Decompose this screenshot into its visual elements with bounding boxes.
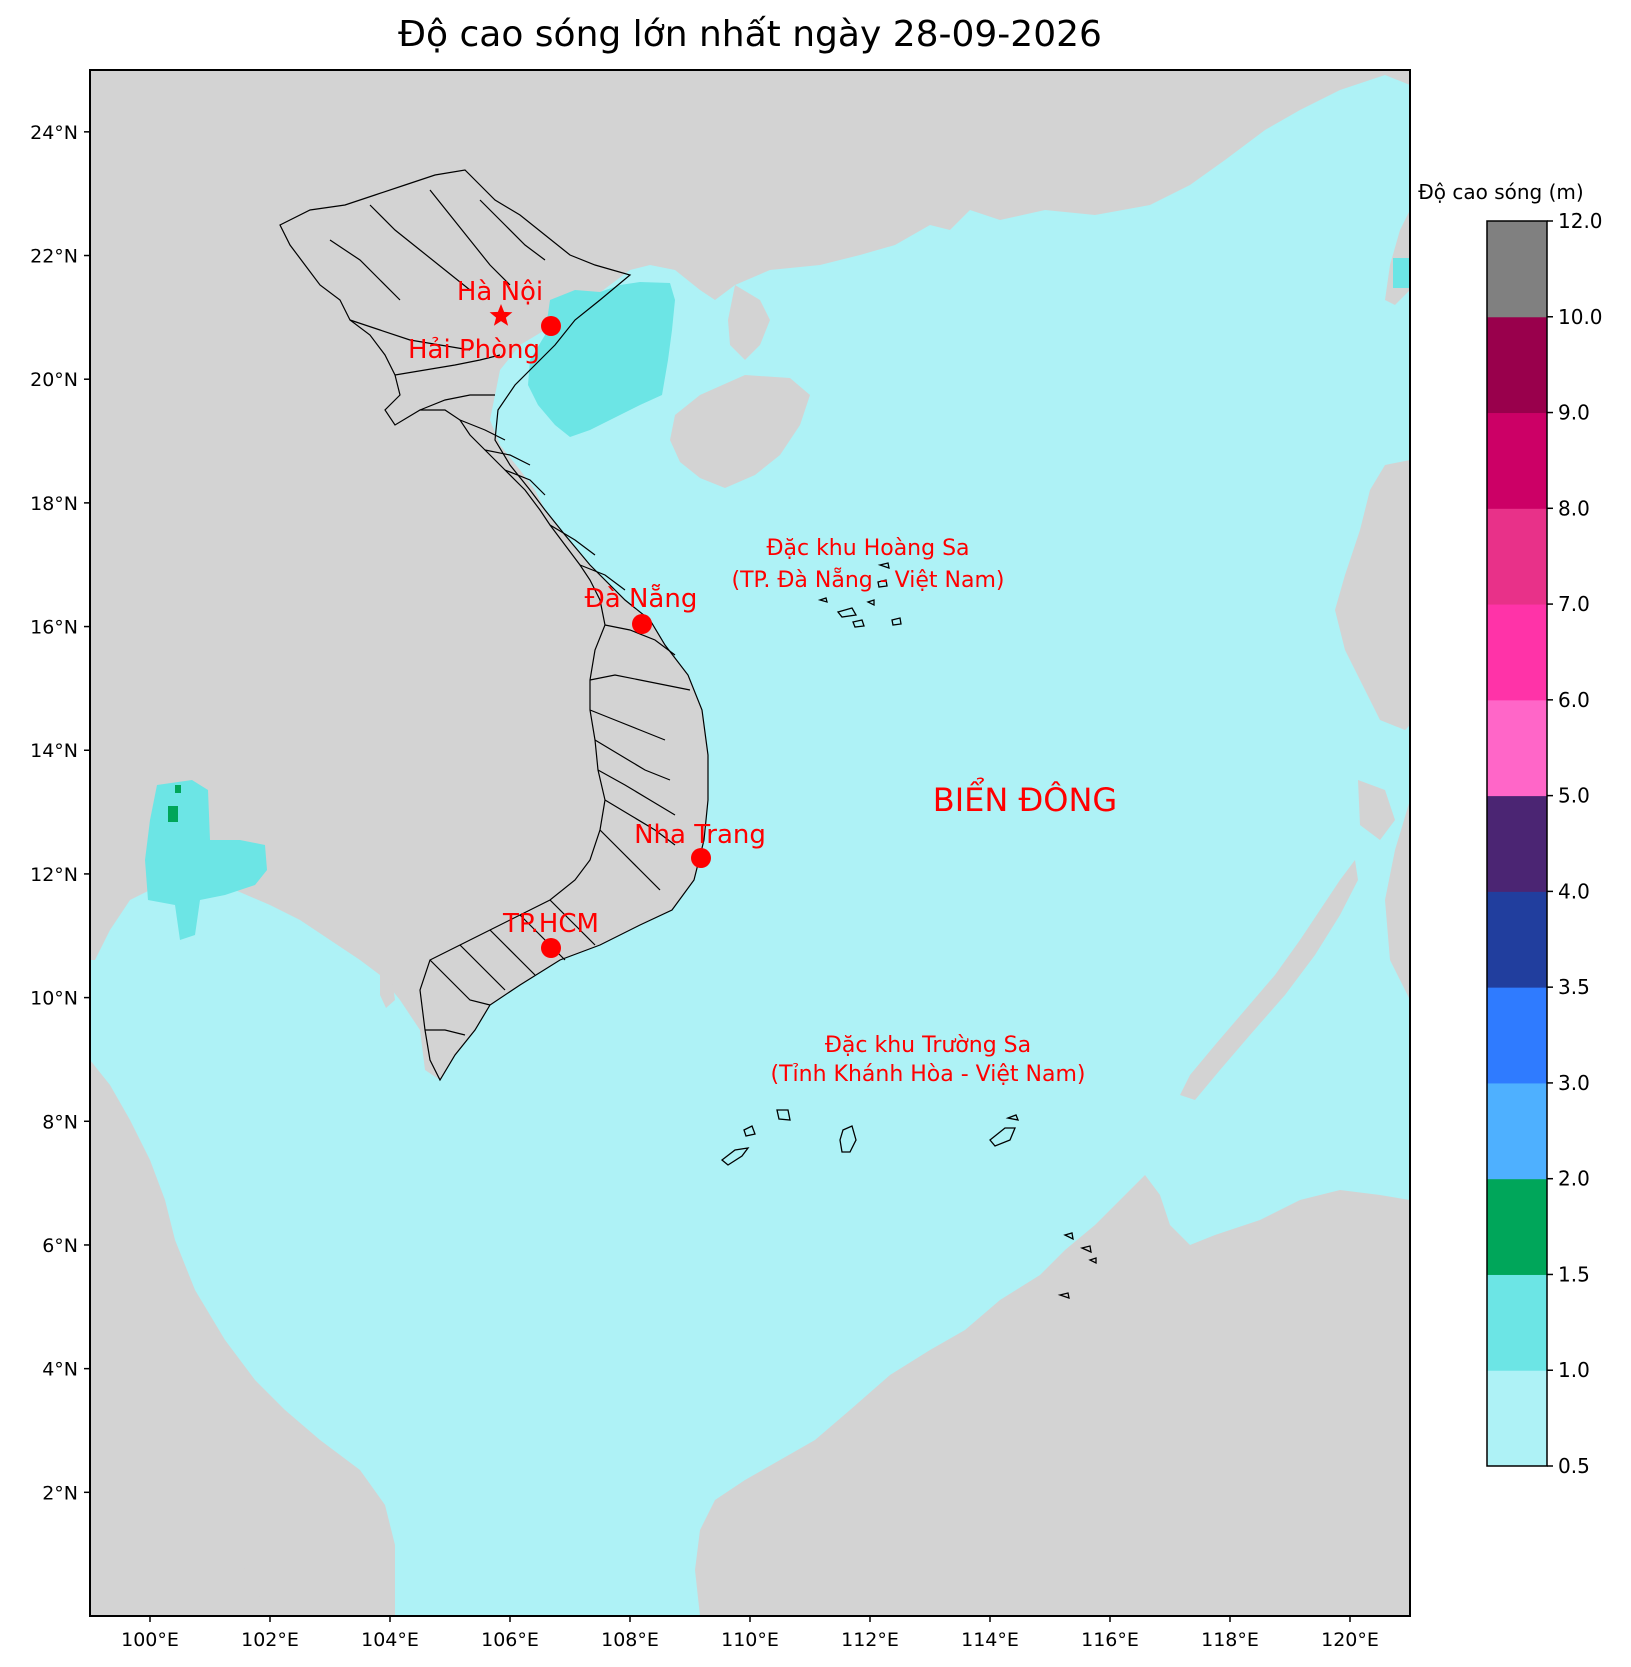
city-label-hanoi: Hà Nội: [457, 277, 543, 307]
city-label-haiphong: Hải Phòng: [408, 335, 540, 365]
colorbar-tick-label: 5.0: [1558, 784, 1590, 808]
lon-tick-label: 114°E: [961, 1629, 1019, 1651]
lon-tick-label: 104°E: [361, 1629, 419, 1651]
colorbar-bin: [1487, 412, 1547, 509]
lon-tick-label: 116°E: [1081, 1629, 1139, 1651]
land-leizhou: [728, 285, 770, 360]
lon-tick-label: 120°E: [1321, 1629, 1379, 1651]
lat-tick-label: 22°N: [30, 246, 78, 268]
colorbar-tick-label: 1.5: [1558, 1262, 1590, 1286]
city-label-nhatrang: Nha Trang: [634, 820, 766, 850]
region-annotations: Đặc khu Hoàng Sa (TP. Đà Nẵng - Việt Nam…: [732, 536, 1118, 1087]
latitude-ticks: 24°N 22°N 20°N 18°N 16°N 14°N 12°N 10°N 8°N 6°N 4°…: [30, 122, 90, 1504]
lat-tick-label: 18°N: [30, 493, 78, 515]
lat-tick-label: 20°N: [30, 369, 78, 391]
land-palawan: [1180, 860, 1358, 1100]
colorbar-tick-label: 3.5: [1558, 975, 1590, 999]
colorbar-frame: [1486, 220, 1548, 1467]
colorbar-bin: [1487, 508, 1547, 605]
colorbar-tick-label: 6.0: [1558, 688, 1590, 712]
hcm-marker: [541, 938, 561, 958]
colorbar-tick-label: 7.0: [1558, 592, 1590, 616]
city-label-hcm: TP.HCM: [502, 909, 599, 939]
lon-tick-label: 106°E: [481, 1629, 539, 1651]
danang-marker: [632, 614, 652, 634]
hoang-sa-islands: [817, 562, 902, 628]
colorbar-bin: [1487, 891, 1547, 988]
lon-tick-label: 110°E: [721, 1629, 779, 1651]
land-visayas: [1385, 800, 1410, 1000]
hoang-sa-label-line1: Đặc khu Hoàng Sa: [766, 536, 969, 561]
colorbar-tick-label: 10.0: [1558, 305, 1603, 329]
colorbar-ticks: 0.5 1.0 1.5 2.0 3.0 3.5 4.0 5.0 6.0 7.0 8.0 9.0 10.0…: [1547, 209, 1603, 1478]
wave-patch-taiwan-strait: [1393, 258, 1410, 288]
lat-tick-label: 14°N: [30, 740, 78, 762]
colorbar-tick-label: 8.0: [1558, 496, 1590, 520]
land-hainan: [670, 375, 810, 488]
lat-tick-label: 24°N: [30, 122, 78, 144]
wave-patch-gulf-of-tonkin: [528, 282, 675, 437]
colorbar-title: Độ cao sóng (m): [1418, 180, 1583, 204]
colorbar-bin: [1487, 795, 1547, 892]
truong-sa-label-line1: Đặc khu Trường Sa: [825, 1033, 1031, 1058]
colorbar-bin: [1487, 1274, 1547, 1371]
lat-tick-label: 10°N: [30, 988, 78, 1010]
lat-tick-label: 6°N: [42, 1235, 78, 1257]
colorbar-tick-label: 12.0: [1558, 209, 1603, 233]
colorbar-bin: [1487, 699, 1547, 797]
land-phu-quoc: [380, 975, 395, 1008]
wave-patch-1p5-2m: [168, 806, 178, 822]
land-borneo: [695, 1175, 1410, 1616]
map-title: Độ cao sóng lớn nhất ngày 28-09-2026: [398, 14, 1102, 55]
lon-tick-label: 112°E: [841, 1629, 899, 1651]
map-area: [90, 70, 1410, 1616]
lat-tick-label: 4°N: [42, 1359, 78, 1381]
sea-name-label: BIỂN ĐÔNG: [933, 777, 1117, 819]
land-mindoro: [1358, 780, 1395, 840]
colorbar-tick-label: 3.0: [1558, 1071, 1590, 1095]
lat-tick-label: 16°N: [30, 617, 78, 639]
colorbar-bin: [1487, 1370, 1547, 1467]
colorbar-tick-label: 9.0: [1558, 401, 1590, 425]
wave-patch-1p5-2m-small: [175, 785, 181, 793]
lat-tick-label: 2°N: [42, 1482, 78, 1504]
lat-tick-label: 12°N: [30, 864, 78, 886]
lat-tick-label: 8°N: [42, 1111, 78, 1133]
colorbar-bin: [1487, 1082, 1547, 1180]
land-luzon: [1335, 460, 1410, 730]
city-labels: Hà Nội Hải Phòng Đà Nẵng Nha Trang TP.HC…: [408, 277, 766, 939]
colorbar-bin: [1487, 316, 1547, 414]
colorbar-bin: [1487, 221, 1547, 318]
vietnam-boundaries: [279, 169, 709, 1082]
city-label-danang: Đà Nẵng: [585, 583, 698, 614]
colorbar-tick-label: 1.0: [1558, 1358, 1590, 1382]
haiphong-marker: [541, 316, 561, 336]
colorbar-tick-label: 4.0: [1558, 879, 1590, 903]
colorbar-bins: [1487, 221, 1547, 1467]
colorbar-bin: [1487, 987, 1547, 1084]
lon-tick-label: 100°E: [121, 1629, 179, 1651]
city-markers: [489, 304, 711, 958]
land-sumatra: [90, 1390, 270, 1616]
lon-tick-label: 118°E: [1201, 1629, 1259, 1651]
longitude-ticks: 100°E 102°E 104°E 106°E 108°E 110°E 112°E 114°E…: [121, 1616, 1379, 1651]
truong-sa-label-line2: (Tỉnh Khánh Hòa - Việt Nam): [771, 1062, 1086, 1087]
land-china: [90, 70, 1410, 345]
lon-tick-label: 108°E: [601, 1629, 659, 1651]
hanoi-star-marker: [489, 304, 513, 326]
nhatrang-marker: [691, 848, 711, 868]
colorbar-tick-label: 0.5: [1558, 1454, 1590, 1478]
colorbar: Độ cao sóng (m) 0.5 1.0 1.5 2.0 3.0 3.5 4.0 5.0…: [1418, 180, 1602, 1478]
hoang-sa-label-line2: (TP. Đà Nẵng - Việt Nam): [732, 567, 1005, 593]
colorbar-tick-label: 2.0: [1558, 1167, 1590, 1191]
lon-tick-label: 102°E: [241, 1629, 299, 1651]
colorbar-bin: [1487, 604, 1547, 701]
colorbar-bin: [1487, 1178, 1547, 1275]
truong-sa-islands: [720, 1109, 1097, 1299]
